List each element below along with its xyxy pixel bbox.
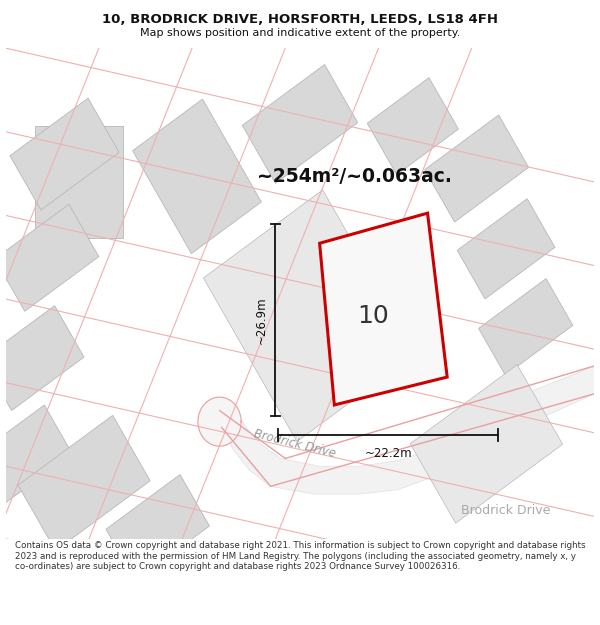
Polygon shape — [367, 78, 458, 174]
Polygon shape — [0, 204, 99, 311]
Polygon shape — [133, 99, 262, 254]
Polygon shape — [35, 126, 124, 238]
Text: Contains OS data © Crown copyright and database right 2021. This information is : Contains OS data © Crown copyright and d… — [15, 541, 586, 571]
Polygon shape — [10, 98, 119, 210]
Polygon shape — [203, 190, 416, 442]
Polygon shape — [479, 279, 573, 375]
Polygon shape — [106, 474, 209, 581]
Polygon shape — [425, 115, 529, 222]
Polygon shape — [410, 365, 563, 523]
Text: Map shows position and indicative extent of the property.: Map shows position and indicative extent… — [140, 29, 460, 39]
Text: 10: 10 — [358, 304, 389, 328]
Text: 10, BRODRICK DRIVE, HORSFORTH, LEEDS, LS18 4FH: 10, BRODRICK DRIVE, HORSFORTH, LEEDS, LS… — [102, 14, 498, 26]
Polygon shape — [0, 306, 84, 411]
Polygon shape — [0, 405, 72, 505]
Polygon shape — [457, 199, 555, 299]
Polygon shape — [220, 366, 595, 494]
Text: Brodrick Drive: Brodrick Drive — [461, 504, 551, 518]
Polygon shape — [198, 397, 241, 446]
Polygon shape — [320, 213, 447, 405]
Text: Brodrick Drive: Brodrick Drive — [253, 428, 337, 461]
Text: ~26.9m: ~26.9m — [254, 296, 268, 344]
Text: ~254m²/~0.063ac.: ~254m²/~0.063ac. — [257, 167, 451, 186]
Text: ~22.2m: ~22.2m — [365, 447, 412, 460]
Polygon shape — [242, 64, 358, 183]
Polygon shape — [18, 416, 150, 551]
